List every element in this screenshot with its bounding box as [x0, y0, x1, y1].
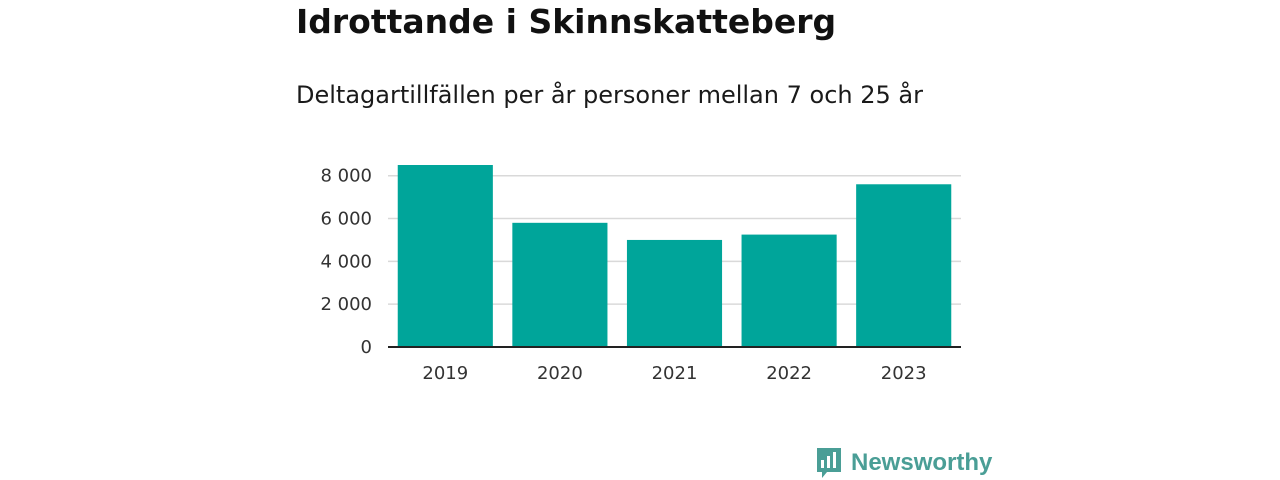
x-tick-label: 2023	[881, 363, 927, 384]
bar-2022	[741, 234, 837, 347]
x-tick-label: 2020	[537, 363, 583, 384]
bar-2023	[856, 184, 952, 347]
tick-labels: 0 2 000 4 000 6 000 8 000 2019 2020 2021 2022 202…	[320, 166, 926, 384]
x-tick-label: 2021	[652, 363, 698, 384]
y-tick-label: 0	[361, 337, 372, 358]
chart-title: Idrottande i Skinnskatteberg	[296, 2, 837, 41]
x-tick-label: 2022	[766, 363, 812, 384]
y-tick-label: 4 000	[320, 251, 372, 272]
y-tick-label: 8 000	[320, 166, 372, 187]
y-tick-label: 2 000	[320, 294, 372, 315]
brand-logo: Newsworthy	[815, 446, 992, 480]
bar-2020	[512, 222, 608, 347]
chart-subtitle: Deltagartillfällen per år personer mella…	[296, 81, 923, 109]
y-tick-label: 6 000	[320, 209, 372, 230]
bar-2021	[626, 239, 723, 347]
bar-2019	[397, 165, 493, 347]
brand-name: Newsworthy	[851, 449, 993, 476]
x-tick-label: 2019	[422, 363, 468, 384]
newsworthy-logo-icon	[817, 448, 841, 478]
bars	[397, 165, 952, 347]
